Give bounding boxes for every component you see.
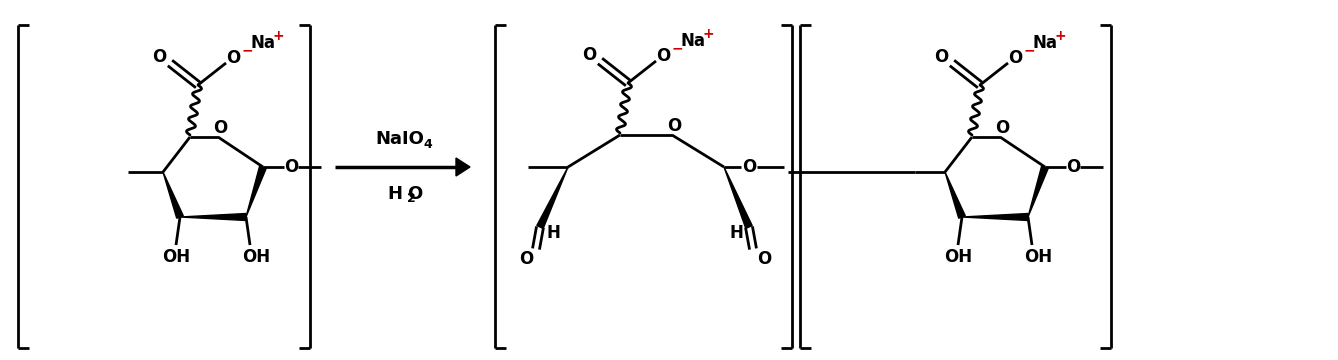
Polygon shape bbox=[163, 172, 183, 218]
Polygon shape bbox=[537, 167, 569, 229]
Text: O: O bbox=[1008, 49, 1022, 67]
Text: Na: Na bbox=[681, 32, 706, 50]
Text: O: O bbox=[995, 119, 1009, 137]
Text: +: + bbox=[273, 29, 285, 43]
Text: O: O bbox=[656, 47, 670, 65]
Text: 2: 2 bbox=[407, 193, 416, 206]
Polygon shape bbox=[246, 166, 266, 217]
Text: O: O bbox=[226, 49, 240, 67]
Text: NaIO: NaIO bbox=[376, 130, 424, 148]
Polygon shape bbox=[456, 158, 470, 176]
Polygon shape bbox=[945, 172, 965, 218]
Text: O: O bbox=[284, 158, 298, 176]
Text: O: O bbox=[757, 250, 771, 268]
Text: 4: 4 bbox=[423, 138, 432, 150]
Polygon shape bbox=[181, 213, 246, 220]
Polygon shape bbox=[1028, 166, 1048, 217]
Text: Na: Na bbox=[1033, 34, 1058, 52]
Text: O: O bbox=[582, 46, 597, 64]
Text: −: − bbox=[1024, 43, 1036, 57]
Text: H: H bbox=[729, 224, 743, 242]
Text: O: O bbox=[153, 48, 166, 66]
Text: OH: OH bbox=[943, 248, 973, 266]
Text: −: − bbox=[672, 41, 684, 55]
Text: O: O bbox=[741, 158, 756, 176]
Polygon shape bbox=[962, 213, 1028, 220]
Text: H: H bbox=[546, 224, 559, 242]
Text: Na: Na bbox=[252, 34, 276, 52]
Text: H: H bbox=[388, 185, 403, 203]
Text: OH: OH bbox=[162, 248, 190, 266]
Text: OH: OH bbox=[242, 248, 270, 266]
Text: O: O bbox=[666, 117, 681, 135]
Text: −: − bbox=[242, 43, 254, 57]
Polygon shape bbox=[724, 167, 752, 228]
Text: OH: OH bbox=[1024, 248, 1052, 266]
Text: O: O bbox=[519, 250, 533, 268]
Text: O: O bbox=[1066, 158, 1080, 176]
Text: +: + bbox=[702, 27, 714, 41]
Text: O: O bbox=[934, 48, 949, 66]
Text: O: O bbox=[213, 119, 227, 137]
Text: +: + bbox=[1054, 29, 1066, 43]
Text: O: O bbox=[407, 185, 423, 203]
